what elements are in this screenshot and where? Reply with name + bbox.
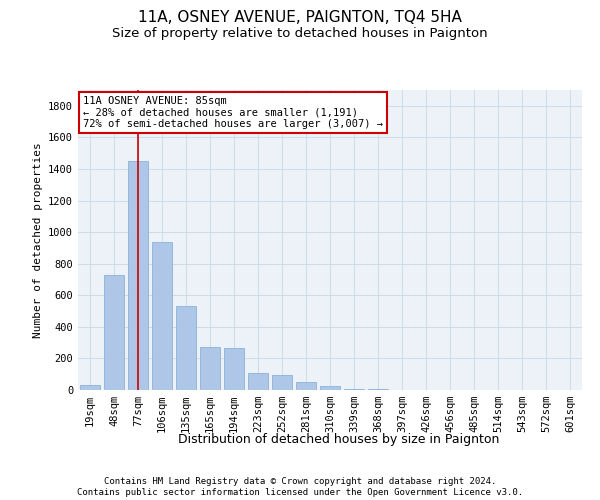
Text: Size of property relative to detached houses in Paignton: Size of property relative to detached ho… [112,28,488,40]
Bar [152,242,172,390]
Bar [104,274,124,390]
Y-axis label: Number of detached properties: Number of detached properties [32,142,43,338]
Bar [368,389,388,390]
Text: 11A OSNEY AVENUE: 85sqm
← 28% of detached houses are smaller (1,191)
72% of semi: 11A OSNEY AVENUE: 85sqm ← 28% of detache… [83,96,383,129]
Bar [224,348,244,390]
Bar [128,161,148,390]
Bar [320,386,340,390]
Bar [344,389,364,390]
Text: 11A, OSNEY AVENUE, PAIGNTON, TQ4 5HA: 11A, OSNEY AVENUE, PAIGNTON, TQ4 5HA [138,10,462,25]
Text: Distribution of detached houses by size in Paignton: Distribution of detached houses by size … [178,432,500,446]
Bar [296,382,316,390]
Bar [176,306,196,390]
Bar [200,348,220,390]
Bar [248,372,268,390]
Bar [80,386,100,390]
Bar [272,375,292,390]
Text: Contains HM Land Registry data © Crown copyright and database right 2024.
Contai: Contains HM Land Registry data © Crown c… [77,478,523,497]
